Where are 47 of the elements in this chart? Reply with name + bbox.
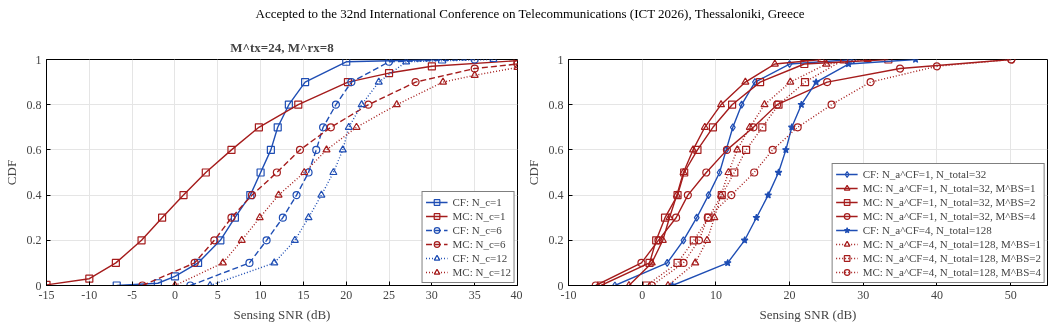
x-tick-label: 15 xyxy=(297,287,310,302)
x-tick-label: 30 xyxy=(425,287,438,302)
x-tick-label: -5 xyxy=(127,287,138,302)
y-tick-label: 0.4 xyxy=(26,188,42,203)
x-tick-label: 50 xyxy=(1004,287,1017,302)
x-tick-label: 0 xyxy=(639,287,646,302)
x-tick-label: 25 xyxy=(383,287,396,302)
y-tick-label: 0.8 xyxy=(26,97,42,112)
legend-label: MC: N_a^CF=4, N_total=128, M^BS=2 xyxy=(862,251,1041,265)
y-tick-label: 0.4 xyxy=(548,188,564,203)
y-tick-label: 1 xyxy=(35,52,42,67)
x-tick-label: 40 xyxy=(510,287,523,302)
x-tick-label: 30 xyxy=(857,287,870,302)
x-axis-title: Sensing SNR (dB) xyxy=(759,306,857,322)
x-tick-label: 5 xyxy=(214,287,221,302)
x-tick-label: 10 xyxy=(709,287,722,302)
y-tick-label: 0.6 xyxy=(26,142,42,157)
x-tick-label: 10 xyxy=(254,287,267,302)
legend-label: MC: N_a^CF=1, N_total=32, M^BS=2 xyxy=(862,195,1036,209)
legend-label: MC: N_c=1 xyxy=(452,209,506,223)
x-axis-title: Sensing SNR (dB) xyxy=(233,306,331,322)
legend-label: MC: N_a^CF=1, N_total=32, M^BS=4 xyxy=(862,209,1036,223)
y-tick-label: 1 xyxy=(557,52,564,67)
y-tick-label: 0.2 xyxy=(548,233,564,248)
legend-label: MC: N_a^CF=4, N_total=128, M^BS=4 xyxy=(862,265,1041,279)
legend-label: CF: N_a^CF=1, N_total=32 xyxy=(862,167,987,181)
legend-label: CF: N_a^CF=4, N_total=128 xyxy=(862,223,992,237)
legend-label: CF: N_c=12 xyxy=(452,251,508,265)
legend-label: MC: N_a^CF=1, N_total=32, M^BS=1 xyxy=(862,181,1036,195)
legend-label: MC: N_c=12 xyxy=(452,265,511,279)
chart-title: M^tx=24, M^rx=8 xyxy=(230,39,335,55)
x-tick-label: 20 xyxy=(783,287,796,302)
x-tick-label: 0 xyxy=(171,287,178,302)
x-tick-label: -10 xyxy=(81,287,98,302)
y-tick-label: 0.8 xyxy=(548,97,564,112)
y-tick-label: 0.6 xyxy=(548,142,564,157)
x-tick-label: 40 xyxy=(930,287,943,302)
x-tick-label: 20 xyxy=(340,287,353,302)
y-tick-label: 0.2 xyxy=(26,233,42,248)
legend-label: CF: N_c=6 xyxy=(452,223,502,237)
y-axis-title: CDF xyxy=(3,159,19,186)
y-axis-title: CDF xyxy=(525,159,541,186)
legend-label: MC: N_a^CF=4, N_total=128, M^BS=1 xyxy=(862,237,1041,251)
text: Accepted to the 32nd International Conference on Telecommunications (ICT 2026), Thessaloniki, Greece xyxy=(255,5,805,23)
x-tick-label: 35 xyxy=(468,287,481,302)
legend-label: MC: N_c=6 xyxy=(452,237,506,251)
legend-label: CF: N_c=1 xyxy=(452,195,502,209)
